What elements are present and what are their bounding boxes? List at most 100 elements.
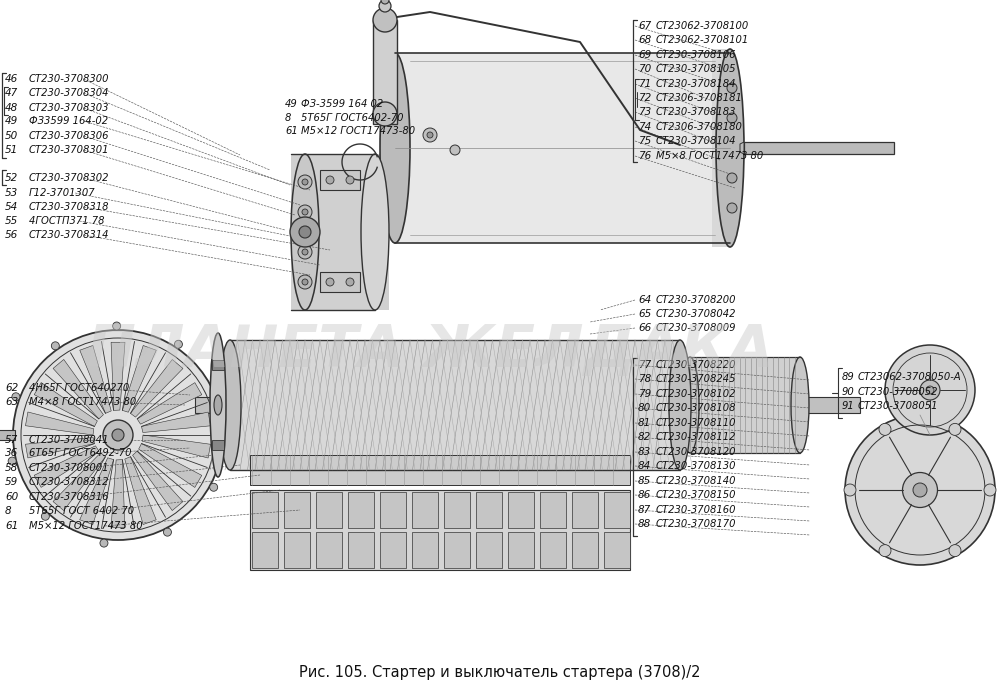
Bar xyxy=(0,430,15,440)
Ellipse shape xyxy=(913,483,927,497)
Ellipse shape xyxy=(885,345,975,435)
Text: М5×8 ГОСТ17473 80: М5×8 ГОСТ17473 80 xyxy=(656,151,763,161)
Text: 85: 85 xyxy=(638,476,651,486)
Text: 80: 80 xyxy=(638,403,651,413)
Ellipse shape xyxy=(450,145,460,155)
Ellipse shape xyxy=(298,275,312,289)
Ellipse shape xyxy=(949,544,961,557)
Text: 46: 46 xyxy=(5,74,18,84)
Bar xyxy=(252,492,278,528)
Polygon shape xyxy=(111,342,125,411)
Ellipse shape xyxy=(427,132,433,138)
Ellipse shape xyxy=(210,333,226,477)
Bar xyxy=(412,532,438,568)
Polygon shape xyxy=(34,446,99,487)
Text: СТ23062-3708100: СТ23062-3708100 xyxy=(656,21,749,31)
Text: 81: 81 xyxy=(638,418,651,428)
Bar xyxy=(572,532,598,568)
Text: 66: 66 xyxy=(638,323,651,333)
Bar xyxy=(316,492,342,528)
Ellipse shape xyxy=(379,0,391,12)
Text: 5Т65Г ГОСТ 6402 70: 5Т65Г ГОСТ 6402 70 xyxy=(29,506,134,516)
Text: Рис. 105. Стартер и выключатель стартера (3708)/2: Рис. 105. Стартер и выключатель стартера… xyxy=(299,664,701,680)
Text: 49: 49 xyxy=(285,99,298,109)
Text: 48: 48 xyxy=(5,103,18,113)
Bar xyxy=(572,492,598,528)
Ellipse shape xyxy=(902,473,938,507)
Text: 50: 50 xyxy=(5,131,18,141)
Bar xyxy=(250,455,630,485)
Ellipse shape xyxy=(100,539,108,547)
Ellipse shape xyxy=(215,390,223,398)
Bar xyxy=(412,492,438,528)
Text: 60: 60 xyxy=(5,492,18,502)
Bar xyxy=(604,492,630,528)
Bar xyxy=(508,492,534,528)
Ellipse shape xyxy=(8,457,16,465)
Ellipse shape xyxy=(219,340,241,470)
Ellipse shape xyxy=(326,176,334,184)
Ellipse shape xyxy=(112,429,124,441)
Bar xyxy=(744,142,894,154)
Ellipse shape xyxy=(41,512,49,520)
Ellipse shape xyxy=(669,340,691,470)
Text: СТ230-3708112: СТ230-3708112 xyxy=(656,432,736,442)
Text: ФЗ-3599 164 02: ФЗ-3599 164 02 xyxy=(301,99,383,109)
Text: СТ230-3708301: СТ230-3708301 xyxy=(29,145,110,155)
Polygon shape xyxy=(34,383,97,427)
Ellipse shape xyxy=(210,483,218,491)
Text: СТ230-3708102: СТ230-3708102 xyxy=(656,389,736,399)
Polygon shape xyxy=(133,451,183,510)
Ellipse shape xyxy=(380,53,410,243)
Text: СТ230-3708184: СТ230-3708184 xyxy=(656,79,736,89)
Ellipse shape xyxy=(381,0,389,4)
Text: СТ230-3708108: СТ230-3708108 xyxy=(656,403,736,413)
Text: СТ230-3708303: СТ230-3708303 xyxy=(29,103,110,113)
Bar xyxy=(212,360,224,370)
Text: 47: 47 xyxy=(5,88,18,98)
Ellipse shape xyxy=(302,279,308,285)
Text: 58: 58 xyxy=(5,463,18,473)
Polygon shape xyxy=(53,360,103,419)
Ellipse shape xyxy=(423,128,437,142)
Polygon shape xyxy=(80,458,114,525)
Bar xyxy=(230,340,680,470)
Ellipse shape xyxy=(791,357,809,453)
Text: СТ2306-3708180: СТ2306-3708180 xyxy=(656,122,743,132)
Text: СТ230-3708314: СТ230-3708314 xyxy=(29,230,110,240)
Text: 64: 64 xyxy=(638,295,651,305)
Ellipse shape xyxy=(12,393,20,401)
Ellipse shape xyxy=(163,528,171,536)
Text: СТ230-3708140: СТ230-3708140 xyxy=(656,476,736,486)
Ellipse shape xyxy=(302,249,308,255)
Bar xyxy=(540,532,566,568)
Text: СТ230-3708052: СТ230-3708052 xyxy=(858,387,938,397)
Text: СТ230-3708316: СТ230-3708316 xyxy=(29,492,110,502)
Text: 67: 67 xyxy=(638,21,651,31)
Bar xyxy=(284,492,310,528)
Ellipse shape xyxy=(727,173,737,183)
Ellipse shape xyxy=(326,278,334,286)
Bar xyxy=(476,492,502,528)
Ellipse shape xyxy=(214,395,222,415)
Ellipse shape xyxy=(302,179,308,185)
Text: 36: 36 xyxy=(5,448,18,458)
Ellipse shape xyxy=(716,49,744,247)
Ellipse shape xyxy=(844,484,856,496)
Text: 8: 8 xyxy=(5,506,12,516)
Bar xyxy=(316,532,342,568)
Text: 52: 52 xyxy=(5,173,18,183)
Ellipse shape xyxy=(103,420,133,450)
Ellipse shape xyxy=(346,278,354,286)
Ellipse shape xyxy=(727,203,737,213)
Ellipse shape xyxy=(681,357,699,453)
Text: СТ230-3708170: СТ230-3708170 xyxy=(656,519,736,529)
Bar xyxy=(320,272,360,292)
Text: СТ230-3708106: СТ230-3708106 xyxy=(656,50,736,60)
Ellipse shape xyxy=(727,83,737,93)
Text: 54: 54 xyxy=(5,202,18,212)
Text: Г12-3701307: Г12-3701307 xyxy=(29,188,96,198)
Text: 72: 72 xyxy=(638,93,651,103)
Ellipse shape xyxy=(361,154,389,310)
Text: 87: 87 xyxy=(638,505,651,515)
